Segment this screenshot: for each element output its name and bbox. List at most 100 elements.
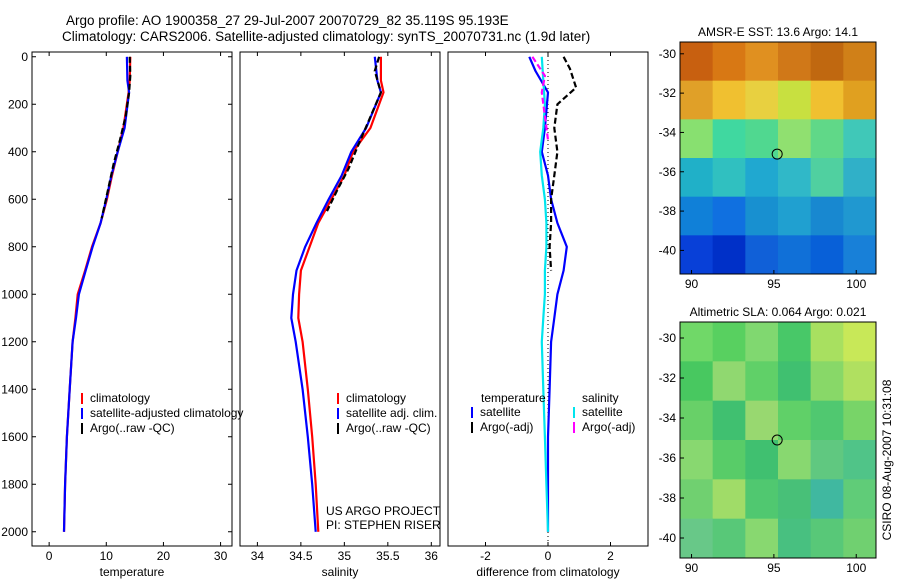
sst_map-cell <box>680 235 714 275</box>
sla_map-cell <box>712 400 746 441</box>
sst_map-cell <box>843 42 877 82</box>
salinity-xtick-label: 34 <box>251 549 265 563</box>
sst_map-cell <box>810 119 844 159</box>
sla_map-cell <box>810 518 844 559</box>
sst_map-cell <box>712 119 746 159</box>
sst_map-cell <box>843 119 877 159</box>
legend-label: climatology <box>90 391 150 405</box>
sla_map-cell <box>680 400 714 441</box>
temperature-series-2 <box>100 56 132 219</box>
temperature-ytick-label: 1600 <box>1 430 28 444</box>
sst_map-cell <box>810 42 844 82</box>
sla_map-cell <box>712 361 746 402</box>
sla_map-ytick-label: -36 <box>659 451 677 465</box>
legend-header: salinity <box>582 391 619 405</box>
sst_map-title: AMSR-E SST: 13.6 Argo: 14.1 <box>698 25 858 39</box>
salinity-xlabel: salinity <box>322 565 359 579</box>
sla_map-argo-marker <box>771 434 783 446</box>
sst_map-cell <box>712 235 746 275</box>
temperature-ytick-label: 2000 <box>1 525 28 539</box>
temperature-ytick-label: 1200 <box>1 335 28 349</box>
sla_map-cell <box>810 479 844 520</box>
sla_map-cell <box>680 361 714 402</box>
sst_map-ytick-label: -40 <box>659 243 677 257</box>
sla_map-cell <box>712 479 746 520</box>
sla_map-cell <box>680 518 714 559</box>
sst_map-xtick-label: 95 <box>767 277 781 291</box>
sla_map-cell <box>843 400 877 441</box>
sst_map-cell <box>680 196 714 236</box>
sst_map-cell <box>712 80 746 120</box>
sst_map-cell <box>843 80 877 120</box>
temperature-xtick-label: 30 <box>214 549 228 563</box>
sst_map-cell <box>680 158 714 198</box>
salinity-series-0 <box>297 56 385 532</box>
sst_map-cell <box>745 158 779 198</box>
sst_map-cell <box>745 80 779 120</box>
sla_map-ytick-label: -40 <box>659 531 677 545</box>
sla_map-cell <box>745 518 779 559</box>
difference-xtick-label: 2 <box>607 549 614 563</box>
sla_map-cell <box>810 322 844 362</box>
sla_map-cell <box>810 361 844 402</box>
temperature-series <box>62 56 132 532</box>
difference-xtick-label: 0 <box>545 549 552 563</box>
difference-series-3 <box>531 56 550 141</box>
salinity-axes: 34 34.5 35 35.5 36 salinity <box>239 51 441 579</box>
legend-label: satellite-adjusted climatology <box>90 406 243 420</box>
sla_map-cell <box>778 479 812 520</box>
sst_map-cell <box>778 80 812 120</box>
sla_map-cell <box>843 518 877 559</box>
salinity-xtick-label: 36 <box>425 549 439 563</box>
sst_map-cell <box>778 158 812 198</box>
difference-series-2 <box>539 56 550 532</box>
sla_map-cell <box>680 479 714 520</box>
legend-label: Argo(-adj) <box>582 420 635 434</box>
side-label: CSIRO 08-Aug-2007 10:31:08 <box>880 379 894 540</box>
temperature-xtick-label: 10 <box>100 549 114 563</box>
legend-label: Argo(..raw -QC) <box>90 421 175 435</box>
temperature-ytick-label: 400 <box>8 145 28 159</box>
figure-title-line-2: Climatology: CARS2006. Satellite-adjuste… <box>62 29 591 44</box>
sst_map-xtick-label: 90 <box>685 277 699 291</box>
sst_map-cell <box>778 119 812 159</box>
sst_map-field <box>680 42 877 275</box>
temperature-ytick-label: 200 <box>8 97 28 111</box>
sla_map-xtick-label: 95 <box>767 561 781 575</box>
salinity-series-2 <box>326 56 382 212</box>
sla_map-cell <box>745 440 779 480</box>
sla_map-cell <box>680 440 714 480</box>
sst_map-cell <box>778 235 812 275</box>
temperature-ytick-label: 800 <box>8 240 28 254</box>
temperature-ytick-label: 600 <box>8 192 28 206</box>
sla_map-cell <box>712 322 746 362</box>
salinity-xtick-label: 34.5 <box>289 549 313 563</box>
sla_map-cell <box>843 361 877 402</box>
temperature-xtick-label: 0 <box>46 549 53 563</box>
sla_map-xtick-label: 100 <box>846 561 866 575</box>
temperature-xtick-label: 20 <box>157 549 171 563</box>
sst_map-cell <box>680 80 714 120</box>
sla_map-cell <box>843 322 877 362</box>
sst_map-ytick-label: -30 <box>659 47 677 61</box>
sst_map-cell <box>745 235 779 275</box>
sla_map-cell <box>778 400 812 441</box>
temperature-frame <box>31 51 233 547</box>
sst_map-frame <box>679 41 877 275</box>
sst_map-cell <box>680 42 714 82</box>
temperature-ytick-label: 1400 <box>1 382 28 396</box>
difference-series-1 <box>548 56 578 271</box>
sst_map-cell <box>843 235 877 275</box>
legend-label: satellite <box>480 405 521 419</box>
sla_map-ytick-label: -38 <box>659 491 677 505</box>
sla_map-cell <box>778 361 812 402</box>
temperature-axes: 0 10 20 30 0 200 400 600 800 1000 1200 1400 1600 1800… <box>1 50 233 579</box>
sla_map-ytick-label: -30 <box>659 331 677 345</box>
sla_map-cell <box>745 322 779 362</box>
sla_map-ytick-label: -34 <box>659 411 677 425</box>
legend-label: Argo(-adj) <box>480 420 533 434</box>
legend-label: Argo(..raw -QC) <box>346 421 431 435</box>
temperature-xlabel: temperature <box>100 565 165 579</box>
difference-xtick-label: -2 <box>480 549 491 563</box>
sla_map-ytick-label: -32 <box>659 371 677 385</box>
